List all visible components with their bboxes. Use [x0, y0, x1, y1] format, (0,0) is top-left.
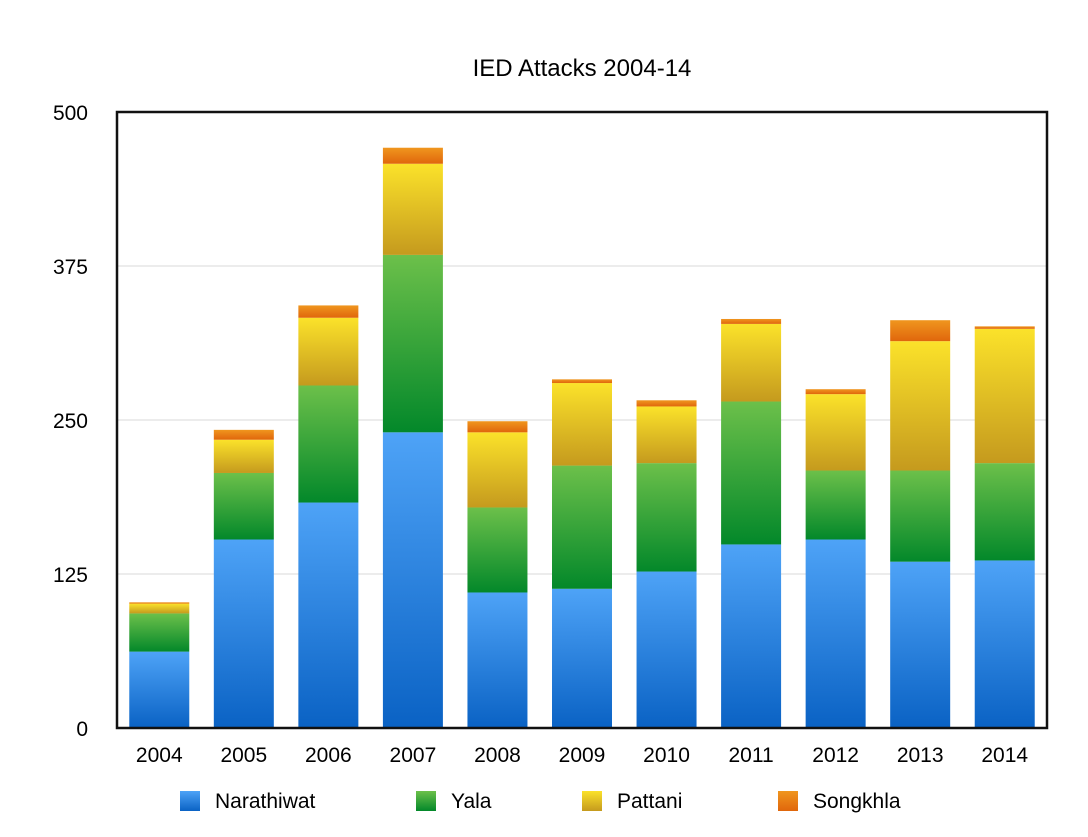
y-tick-label: 250	[53, 410, 88, 433]
bar-songkhla-2009	[552, 379, 612, 384]
bar-pattani-2008	[467, 432, 528, 508]
bar-yala-2004	[129, 613, 190, 652]
bar-songkhla-2004	[129, 602, 190, 604]
bar-narathiwat-2007	[382, 432, 443, 728]
bar-narathiwat-2006	[298, 502, 359, 728]
legend-label-narathiwat: Narathiwat	[215, 790, 316, 813]
x-tick-label: 2013	[897, 744, 944, 767]
legend-swatch-songkhla	[778, 791, 798, 811]
x-tick-label: 2012	[812, 744, 859, 767]
bar-pattani-2005	[213, 439, 274, 473]
bar-yala-2005	[213, 472, 274, 540]
plot-frame	[115, 110, 1049, 730]
bar-pattani-2011	[721, 323, 782, 402]
bar-pattani-2004	[129, 603, 190, 614]
bar-narathiwat-2005	[213, 539, 274, 728]
y-tick-label: 500	[53, 102, 88, 125]
y-tick-label: 125	[53, 564, 88, 587]
chart-title: IED Attacks 2004-14	[473, 55, 692, 82]
bar-pattani-2012	[805, 394, 866, 471]
bar-songkhla-2014	[974, 326, 1035, 329]
bar-narathiwat-2012	[805, 539, 866, 728]
bar-songkhla-2006	[298, 305, 359, 318]
bar-narathiwat-2013	[890, 561, 951, 728]
bar-yala-2014	[974, 463, 1035, 561]
bar-yala-2007	[382, 254, 443, 433]
bar-songkhla-2011	[721, 318, 782, 324]
bar-pattani-2010	[636, 406, 697, 464]
x-tick-label: 2004	[136, 744, 183, 767]
y-tick-label: 375	[53, 256, 88, 279]
bar-narathiwat-2014	[974, 560, 1035, 728]
bar-songkhla-2007	[382, 147, 443, 164]
x-tick-label: 2007	[390, 744, 437, 767]
bar-yala-2011	[721, 401, 782, 545]
x-tick-label: 2014	[981, 744, 1028, 767]
bar-narathiwat-2009	[552, 588, 612, 728]
legend-swatch-narathiwat	[180, 791, 200, 811]
bar-narathiwat-2004	[129, 651, 190, 728]
bar-songkhla-2005	[213, 429, 274, 440]
bar-yala-2006	[298, 385, 359, 503]
legend-label-pattani: Pattani	[617, 790, 682, 813]
bar-songkhla-2012	[805, 389, 866, 395]
y-tick-label: 0	[76, 718, 88, 741]
bar-narathiwat-2010	[636, 571, 697, 728]
bar-narathiwat-2008	[467, 592, 528, 728]
x-tick-label: 2010	[643, 744, 690, 767]
x-tick-label: 2009	[559, 744, 606, 767]
x-tick-label: 2006	[305, 744, 352, 767]
legend-swatch-pattani	[582, 791, 602, 811]
bar-narathiwat-2011	[721, 544, 782, 728]
x-tick-label: 2008	[474, 744, 521, 767]
bar-pattani-2014	[974, 328, 1035, 464]
bar-pattani-2009	[552, 383, 612, 466]
bar-pattani-2013	[890, 341, 951, 471]
x-tick-label: 2011	[729, 744, 774, 767]
bar-songkhla-2008	[467, 421, 528, 433]
bar-yala-2012	[805, 470, 866, 540]
bar-yala-2013	[890, 470, 951, 562]
bar-songkhla-2010	[636, 400, 697, 407]
legend-swatch-yala	[416, 791, 436, 811]
bar-pattani-2007	[382, 163, 443, 255]
bar-songkhla-2013	[890, 320, 951, 342]
legend-label-yala: Yala	[451, 790, 492, 813]
bar-pattani-2006	[298, 317, 359, 386]
x-tick-label: 2005	[220, 744, 267, 767]
legend-label-songkhla: Songkhla	[813, 790, 901, 813]
bar-yala-2008	[467, 507, 528, 593]
bar-yala-2009	[552, 465, 612, 589]
bar-yala-2010	[636, 463, 697, 572]
